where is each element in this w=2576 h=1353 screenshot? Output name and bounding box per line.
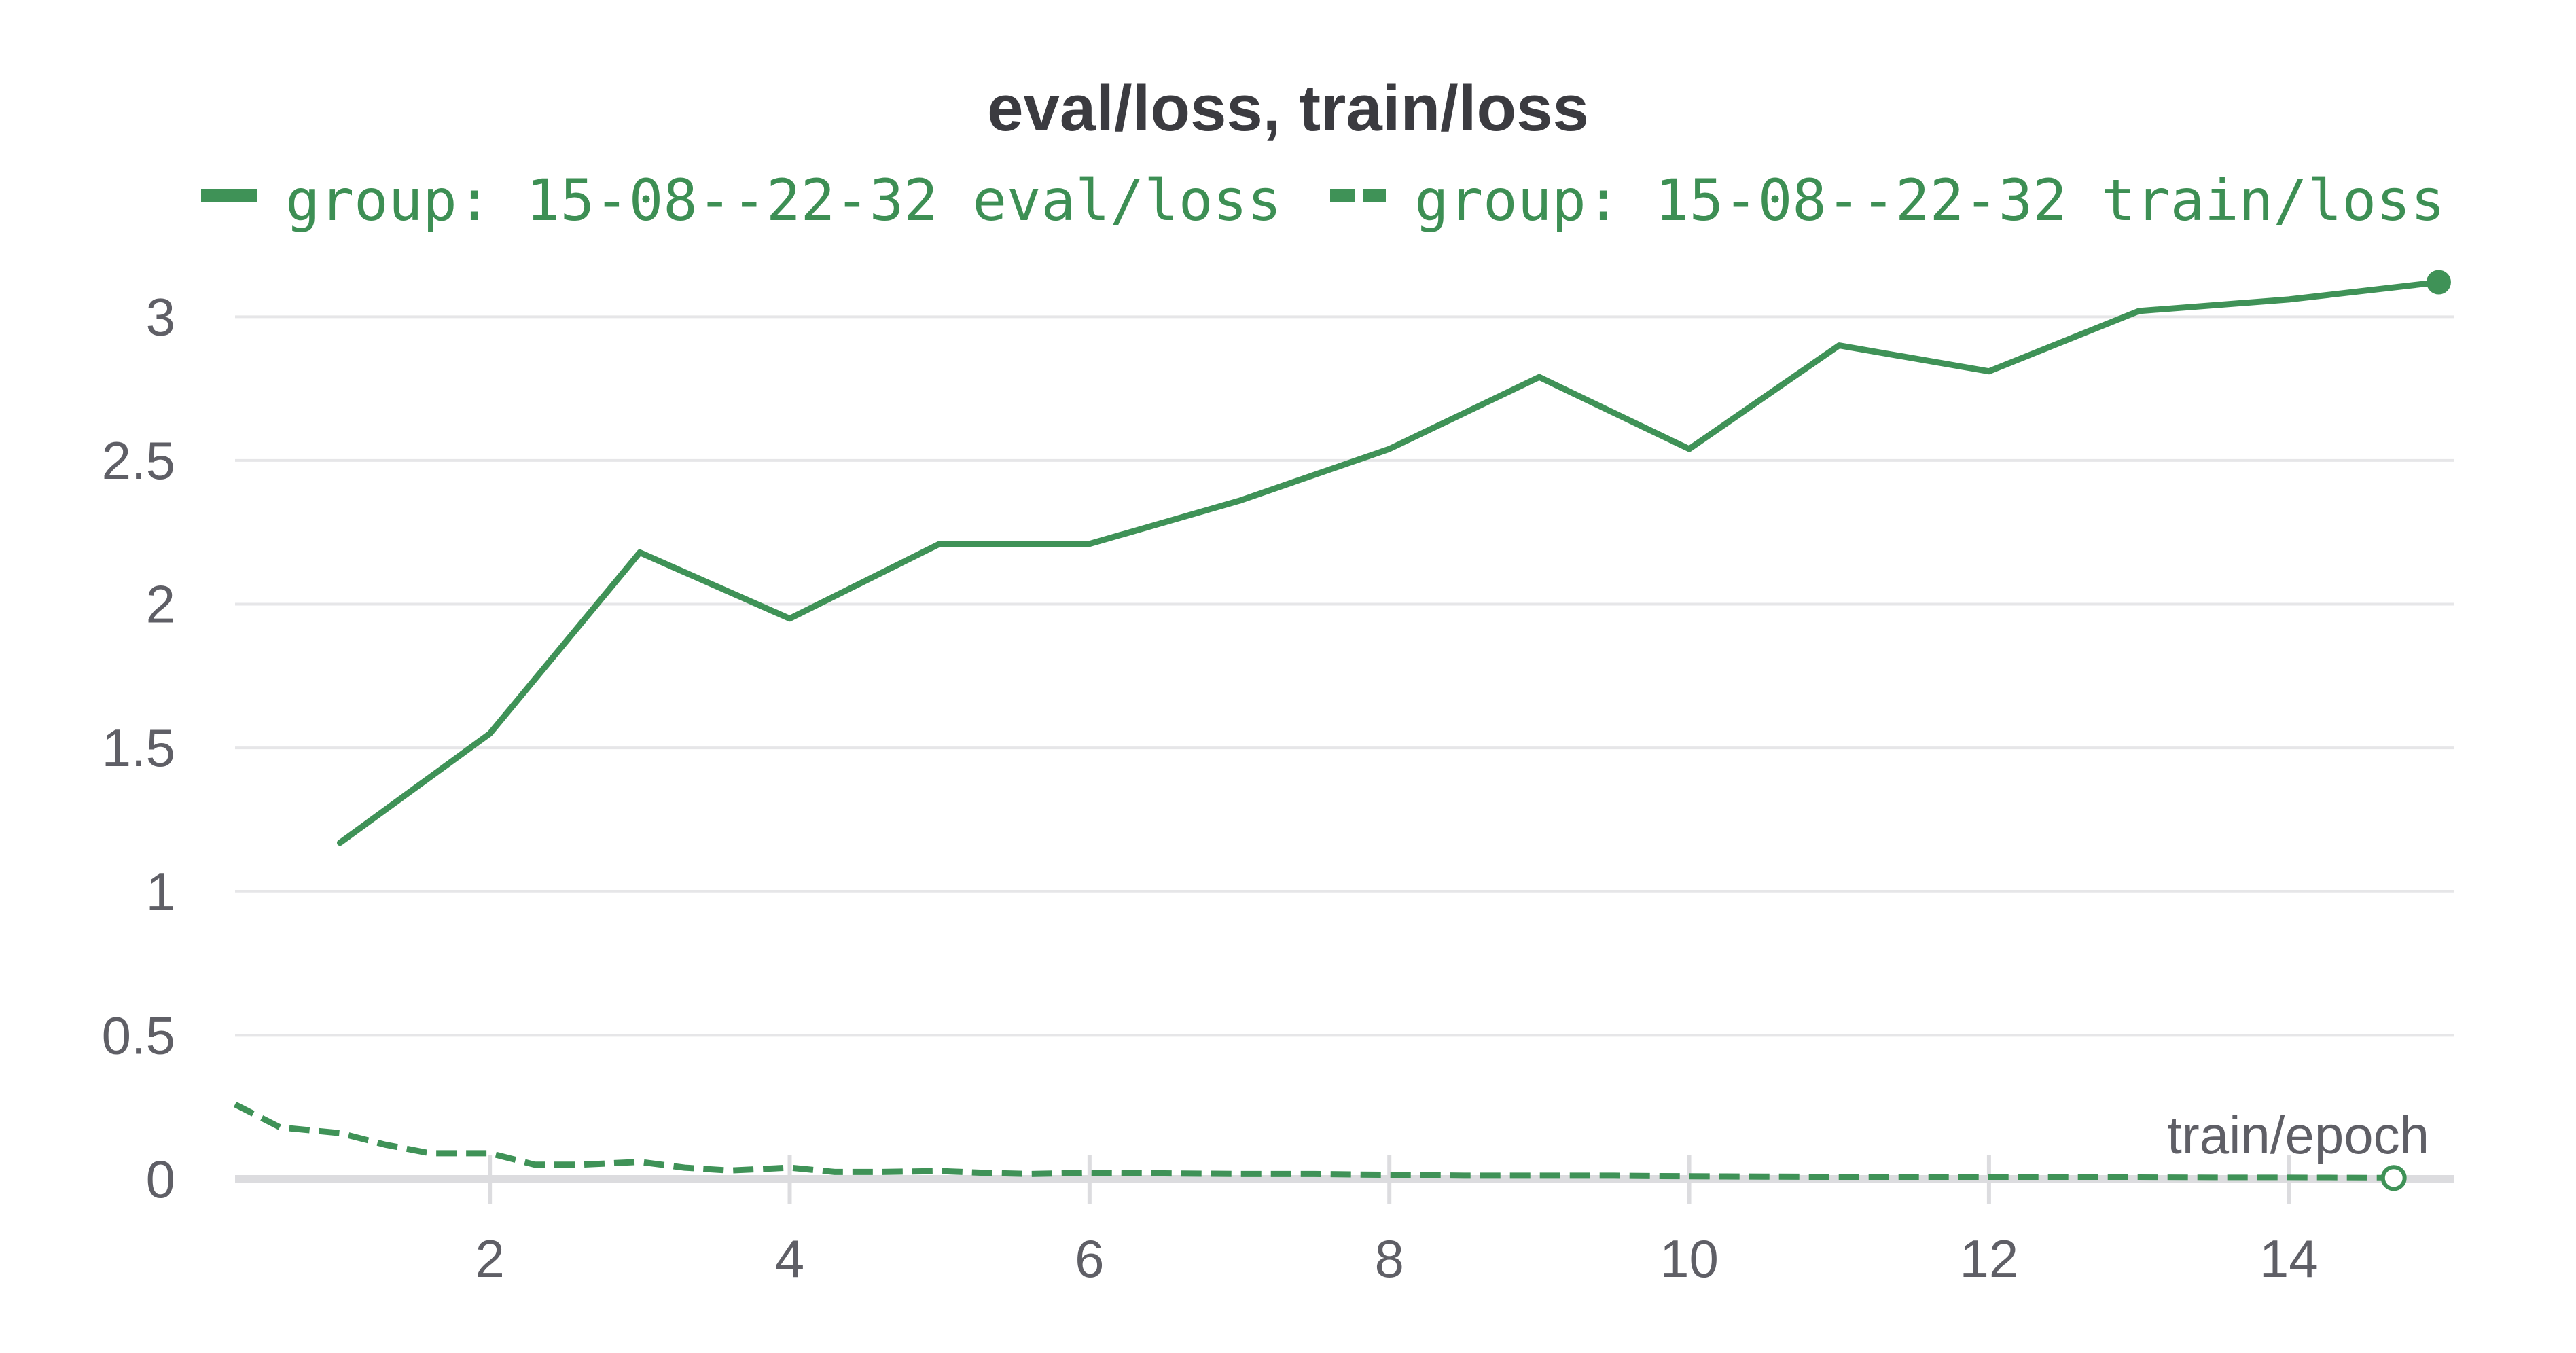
data-point [1463,1174,1467,1178]
y-tick-label: 0.5 [102,1005,175,1065]
data-point [1987,1175,1991,1179]
data-point [1312,1172,1317,1176]
data-point [1837,1175,1841,1179]
data-point [278,1125,282,1130]
data-point [2287,1176,2291,1180]
x-tick-label: 4 [775,1229,804,1288]
data-point [1238,499,1242,503]
y-tick-label: 3 [146,287,175,346]
data-point [1537,1174,1541,1178]
data-point [428,1151,432,1155]
x-tick-label: 14 [2259,1229,2319,1288]
series-end-marker-eval-loss [2426,270,2451,295]
series-end-marker-train-loss [2380,1165,2407,1191]
data-point [878,1170,882,1174]
data-point [1028,1172,1032,1176]
data-point [1762,1174,1766,1178]
legend-label-eval-loss: group: 15-08--22-32 eval/loss [285,167,1282,234]
data-point [728,1168,732,1172]
data-point [638,550,642,554]
data-point [788,617,792,621]
grid-layer [235,315,2454,1037]
data-point [788,1166,792,1170]
data-point [683,1166,687,1170]
data-point [2212,1176,2216,1180]
data-point [338,1131,342,1135]
data-point [1987,369,1991,374]
legend-item-eval-loss[interactable]: group: 15-08--22-32 eval/loss [201,167,1282,234]
y-tick-label: 1 [146,862,175,922]
y-tick-label: 2 [146,575,175,634]
data-point [1687,1174,1692,1178]
legend: group: 15-08--22-32 eval/loss group: 15-… [201,167,2445,234]
series-line-train-loss[interactable] [233,1101,2394,1181]
axis-layer: 0 0.5 1 1.5 2 2.5 3 2 4 6 8 10 12 14 [102,287,2454,1288]
legend-label-train-loss: group: 15-08--22-32 train/loss [1414,167,2445,234]
data-point [2137,1175,2141,1179]
x-tick-label: 12 [1960,1229,2019,1288]
data-point [1088,542,1092,546]
chart-title: eval/loss, train/loss [987,72,1589,145]
x-tick-label: 10 [1660,1229,1719,1288]
x-axis-label: train/epoch [2167,1105,2429,1165]
data-point [1837,344,1841,348]
data-point [2062,1175,2066,1179]
data-point [383,1142,387,1147]
data-point [1612,1174,1616,1178]
data-point [833,1170,837,1174]
x-tick-label: 6 [1075,1229,1104,1288]
data-point [2137,309,2141,313]
data-point [638,1160,642,1164]
x-tick-label: 8 [1375,1229,1404,1288]
data-point [1687,447,1692,451]
y-tick-label: 1.5 [102,718,175,778]
data-point [488,732,492,736]
x-tick-label: 2 [475,1229,504,1288]
data-point [937,542,942,546]
y-tick-label: 0 [146,1149,175,1209]
data-point [338,841,342,845]
data-point [2287,297,2291,302]
y-tick-label: 2.5 [102,431,175,490]
data-point [1387,447,1391,451]
data-point [1387,1173,1391,1177]
data-point [1912,1175,1916,1179]
data-point [233,1102,237,1106]
data-point [578,1163,582,1167]
series-line-eval-loss[interactable] [337,279,2442,846]
data-point [1537,375,1541,379]
data-point [1162,1172,1166,1176]
data-point [937,1169,942,1173]
series-layer [233,279,2442,1181]
data-point [982,1171,986,1175]
data-point [488,1151,492,1155]
data-point [1238,1172,1242,1176]
data-point [533,1163,537,1167]
marker-layer [2380,270,2451,1191]
legend-item-train-loss[interactable]: group: 15-08--22-32 train/loss [1330,167,2445,234]
data-point [1088,1171,1092,1175]
